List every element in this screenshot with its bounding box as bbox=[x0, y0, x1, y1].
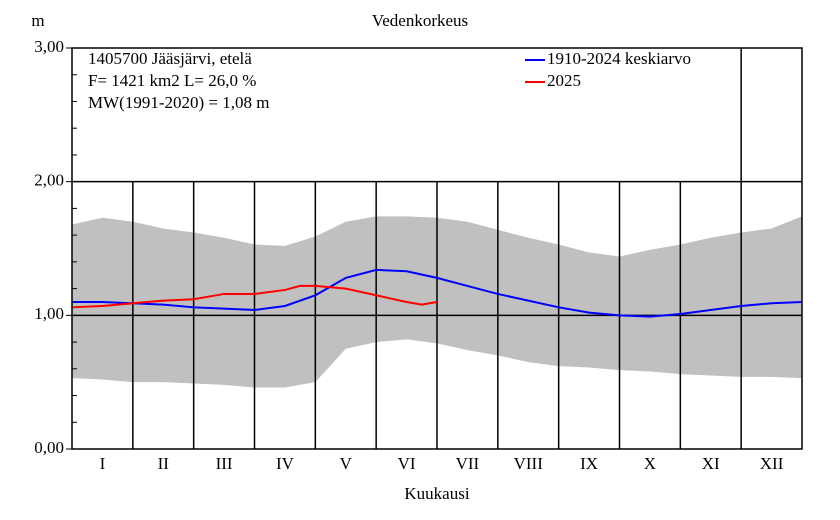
y-tick-label: 2,00 bbox=[34, 171, 64, 190]
x-tick-label: X bbox=[644, 454, 656, 473]
y-tick-label: 0,00 bbox=[34, 438, 64, 457]
x-tick-label: IV bbox=[276, 454, 295, 473]
x-tick-label: I bbox=[100, 454, 106, 473]
chart-title: Vedenkorkeus bbox=[372, 11, 468, 30]
data-line bbox=[71, 284, 438, 309]
x-tick-label: XII bbox=[760, 454, 784, 473]
x-tick-label: IX bbox=[580, 454, 598, 473]
y-axis-label: m bbox=[31, 11, 44, 30]
x-tick-label: V bbox=[340, 454, 353, 473]
x-tick-label: XI bbox=[702, 454, 720, 473]
plot-frame bbox=[71, 47, 803, 450]
legend-label: 2025 bbox=[547, 71, 581, 90]
data-line bbox=[72, 268, 803, 318]
legend-label: 1910-2024 keskiarvo bbox=[547, 49, 691, 68]
info-text: 1405700 Jääsjärvi, etelä bbox=[88, 49, 252, 68]
x-tick-label: VII bbox=[456, 454, 480, 473]
info-text: MW(1991-2020) = 1,08 m bbox=[88, 93, 269, 112]
info-text: F= 1421 km2 L= 26,0 % bbox=[88, 71, 256, 90]
x-tick-label: II bbox=[158, 454, 170, 473]
y-tick-label: 1,00 bbox=[34, 304, 64, 323]
x-tick-label: VIII bbox=[514, 454, 544, 473]
x-axis-label: Kuukausi bbox=[404, 484, 469, 503]
x-tick-label: VI bbox=[398, 454, 416, 473]
x-tick-label: III bbox=[216, 454, 233, 473]
y-tick-label: 3,00 bbox=[34, 37, 64, 56]
